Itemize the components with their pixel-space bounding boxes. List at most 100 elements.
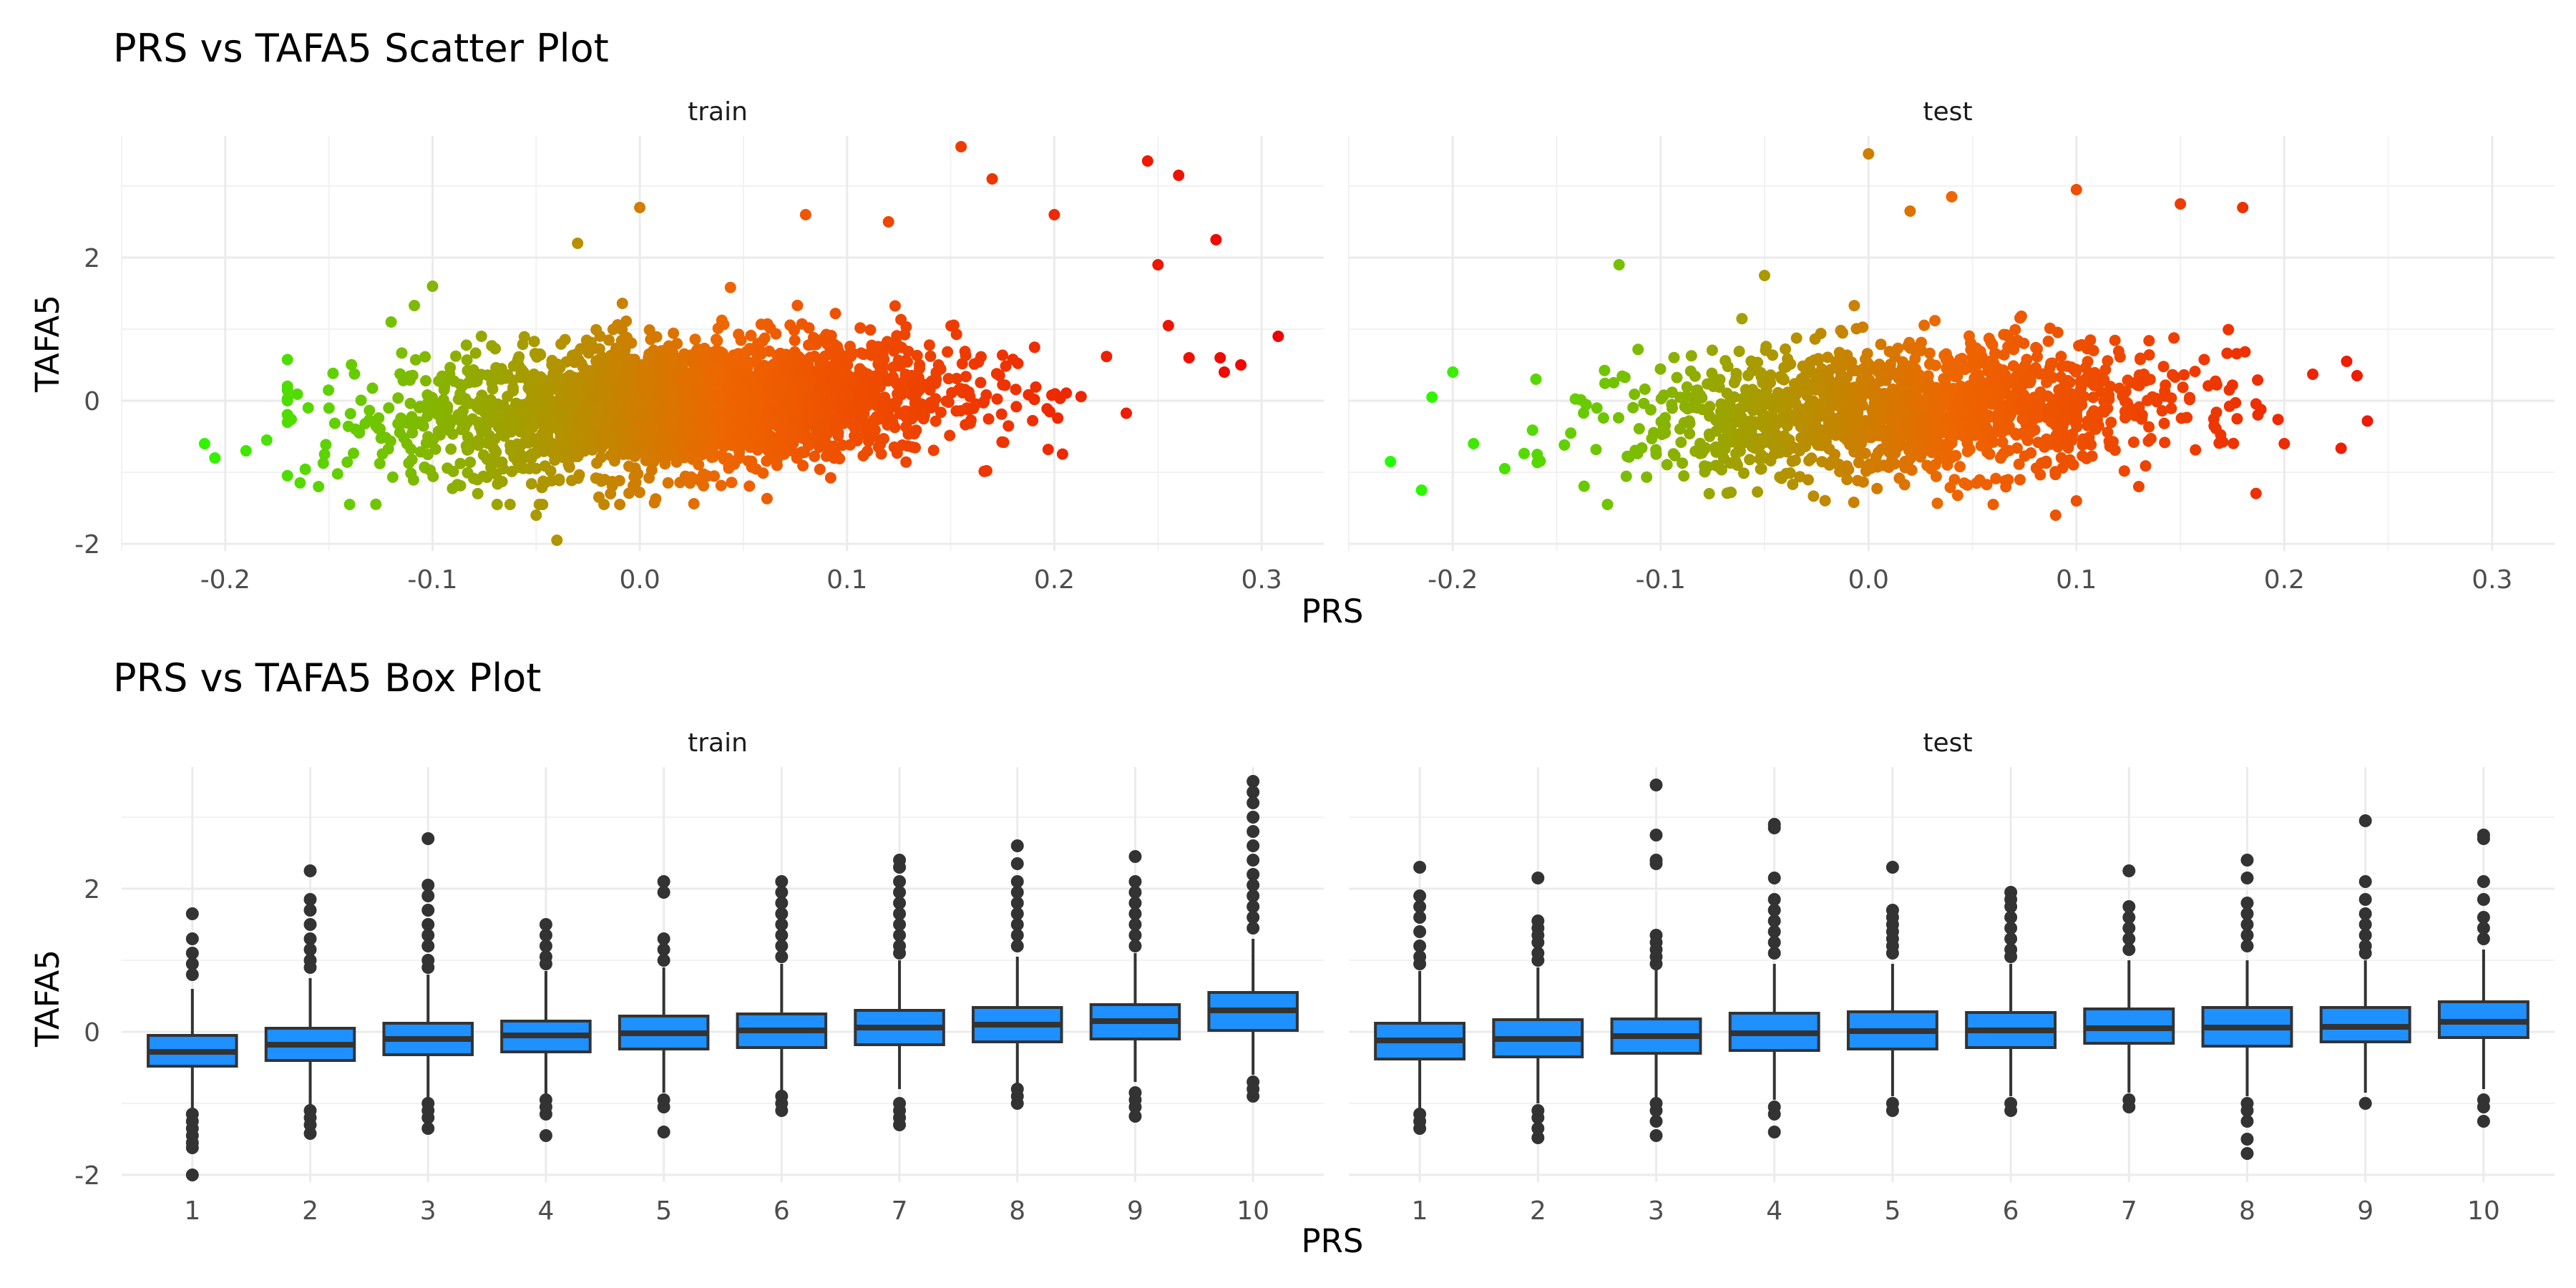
scatter-point (1565, 427, 1577, 439)
x-tick-label: 0.0 (620, 565, 660, 595)
scatter-point (564, 419, 576, 431)
scatter-point (1613, 259, 1625, 270)
outlier-point (1128, 886, 1142, 899)
scatter-point (590, 402, 602, 414)
outlier-point (2477, 911, 2490, 924)
scatter-point (348, 368, 361, 380)
scatter-point (2105, 416, 2117, 429)
scatter-point (406, 420, 419, 432)
outlier-point (421, 1122, 435, 1135)
outlier-point (2477, 932, 2490, 945)
scatter-point (2031, 351, 2043, 363)
scatter-point (660, 449, 672, 461)
scatter-point (733, 451, 746, 463)
scatter-point (708, 470, 721, 482)
scatter-point (1898, 426, 1910, 439)
scatter-point (260, 434, 273, 446)
outlier-point (539, 940, 552, 952)
scatter-point (2118, 465, 2130, 477)
scatter-point (1990, 472, 2002, 484)
outlier-point (1010, 918, 1024, 931)
scatter-point (1623, 451, 1635, 463)
scatter-point (1995, 384, 2007, 396)
outlier-point (2122, 864, 2136, 877)
scatter-point (1944, 482, 1956, 494)
scatter-point (479, 407, 491, 419)
points (198, 141, 1284, 546)
x-tick-label: 0.1 (2056, 565, 2097, 595)
scatter-point (1956, 426, 1968, 439)
scatter-point (1895, 369, 1907, 381)
scatter-point (2051, 426, 2064, 439)
scatter-point (1940, 391, 1952, 403)
outlier-point (2004, 950, 2018, 963)
scatter-point (454, 479, 467, 492)
scatter-point (2054, 418, 2066, 430)
scatter-point (2082, 356, 2094, 368)
scatter-point (1826, 399, 1838, 411)
outlier-point (775, 886, 789, 899)
scatter-point (775, 419, 787, 431)
scatter-point (1818, 434, 1830, 446)
outlier-point (1767, 936, 1781, 949)
scatter-point (756, 346, 768, 358)
outlier-point (2477, 1101, 2490, 1113)
scatter-point (724, 281, 736, 293)
scatter-point (906, 369, 917, 381)
scatter-point (638, 361, 650, 374)
scatter-point (1699, 460, 1710, 472)
box-9 (2319, 814, 2411, 1110)
scatter-point (299, 463, 311, 475)
outlier-point (893, 929, 907, 942)
scatter-point (925, 401, 937, 414)
scatter-point (1708, 373, 1720, 384)
scatter-point (294, 477, 306, 489)
scatter-point (960, 371, 972, 383)
scatter-point (796, 380, 809, 392)
scatter-point (1704, 430, 1716, 442)
scatter-point (392, 392, 404, 404)
outlier-point (2240, 897, 2254, 909)
scatter-point (1843, 464, 1855, 476)
outlier-point (2477, 1115, 2490, 1128)
scatter-point (396, 347, 408, 359)
scatter-point (700, 421, 712, 434)
outlier-point (775, 918, 789, 931)
scatter-point (803, 322, 815, 334)
scatter-point (1661, 459, 1673, 471)
box-8 (2201, 854, 2293, 1160)
outlier-point (1649, 957, 1663, 970)
scatter-point (667, 346, 678, 358)
scatter-point (900, 456, 912, 468)
scatter-point (1742, 369, 1754, 381)
scatter-point (691, 383, 703, 395)
scatter-point (481, 454, 493, 465)
scatter-point (2190, 444, 2202, 456)
scatter-point (2042, 335, 2054, 347)
scatter-point (1760, 344, 1772, 356)
points (1385, 148, 2373, 521)
scatter-point (553, 473, 565, 485)
scatter-point (741, 389, 752, 401)
outlier-point (2240, 918, 2254, 931)
scatter-point (2157, 361, 2170, 373)
scatter-point (1901, 418, 1913, 430)
scatter-point (1809, 333, 1821, 345)
scatter-point (464, 457, 477, 468)
scatter-point (1923, 358, 1936, 370)
outlier-point (893, 875, 907, 888)
scatter-point (1733, 414, 1745, 425)
x-tick-label: 7 (892, 1196, 908, 1226)
scatter-point (2015, 310, 2027, 322)
x-tick-label: 10 (1236, 1196, 1269, 1226)
scatter-point (379, 431, 391, 444)
scatter-point (902, 440, 914, 452)
x-tick-label: 9 (2357, 1196, 2373, 1226)
scatter-plot-title: PRS vs TAFA5 Scatter Plot (113, 26, 609, 71)
scatter-point (2055, 452, 2067, 464)
scatter-point (1850, 323, 1863, 335)
scatter-point (490, 362, 502, 374)
outlier-point (2240, 929, 2254, 942)
outlier-point (657, 932, 670, 945)
scatter-point (2077, 374, 2089, 386)
